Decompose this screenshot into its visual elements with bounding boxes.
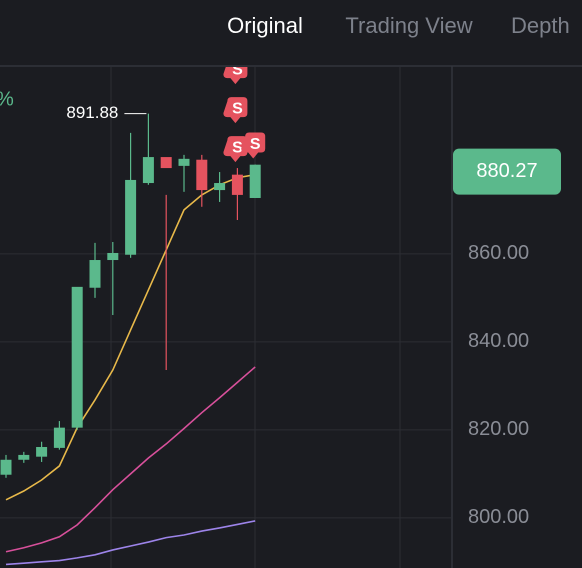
high-label: 891.88 [66,103,118,122]
candle-body [71,286,83,428]
candle-body [36,447,48,457]
candle-body [196,159,208,191]
signal-label: S [250,136,261,153]
price-axis: 800.00 820.00 840.00 860.00 880.27 [453,148,561,528]
signal-label: S [232,139,243,156]
candle-body [89,260,101,288]
signal-marker [223,67,248,85]
y-tick-label: 820.00 [468,418,529,440]
price-tag-label: 880.27 [476,160,537,182]
candle-body [107,252,119,261]
signal-marker [241,132,266,159]
candle-body [160,157,172,169]
signal-label: S [232,100,243,117]
y-tick-label: 840.00 [468,330,529,352]
candle-body [53,427,65,448]
change-label: % [0,88,14,110]
y-tick-label: 860.00 [468,242,529,264]
tab[interactable]: Trading View [345,13,472,38]
tab[interactable]: Depth [511,13,570,38]
tab-active[interactable]: Original [227,13,303,38]
moving-average [5,520,256,566]
moving-average [5,173,256,501]
price-tag [453,148,561,195]
candle-body [231,174,243,195]
candle-body [249,164,261,198]
candle-body [178,158,190,166]
signal-marker [223,97,248,124]
candle-body [142,157,154,184]
candle-body [125,179,137,255]
moving-average [5,366,256,553]
signal-marker [223,136,248,163]
candle-body [0,459,12,475]
y-tick-label: 800.00 [468,506,529,528]
candle-body [18,454,30,460]
signal-label: S [232,61,243,78]
candle-body [214,183,226,191]
